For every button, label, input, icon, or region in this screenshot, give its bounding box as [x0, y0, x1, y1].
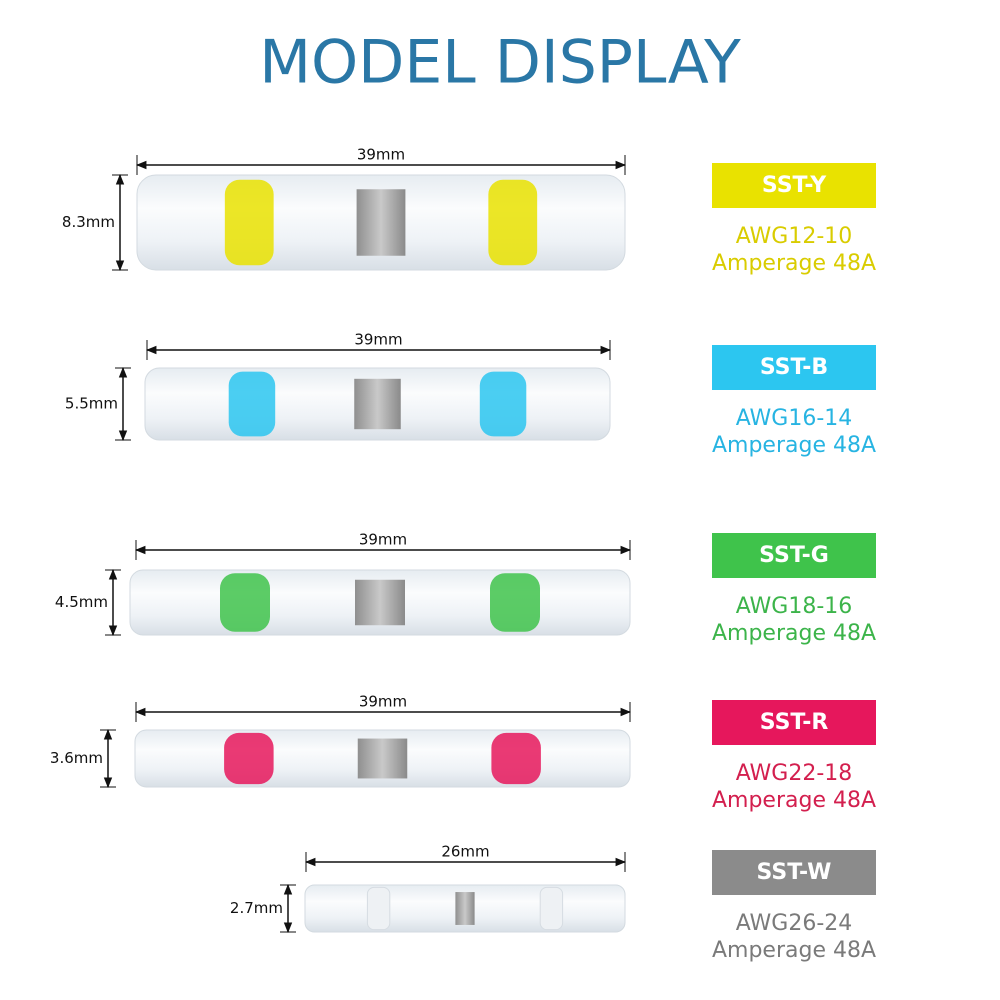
- solder-band: [228, 371, 276, 437]
- solder-band: [479, 371, 527, 437]
- awg: AWG22-18: [736, 761, 853, 786]
- awg: AWG12-10: [736, 224, 853, 249]
- diameter-label: 8.3mm: [62, 213, 115, 231]
- title: MODEL DISPLAY: [259, 28, 741, 98]
- metal-sleeve: [354, 378, 401, 430]
- solder-band: [224, 179, 274, 266]
- length-label: 26mm: [441, 843, 489, 861]
- diameter-label: 3.6mm: [50, 749, 103, 767]
- model-name: SST-W: [757, 860, 832, 885]
- metal-sleeve: [455, 892, 475, 925]
- metal-sleeve: [356, 189, 406, 256]
- model-badge: [712, 850, 876, 895]
- amperage: Amperage 48A: [712, 433, 876, 458]
- model-badge: [712, 700, 876, 745]
- model-name: SST-Y: [762, 173, 827, 198]
- length-label: 39mm: [357, 146, 405, 164]
- model-name: SST-B: [760, 355, 828, 380]
- solder-band: [490, 573, 540, 632]
- amperage: Amperage 48A: [712, 621, 876, 646]
- awg: AWG26-24: [736, 911, 853, 936]
- amperage: Amperage 48A: [712, 938, 876, 963]
- amperage: Amperage 48A: [712, 788, 876, 813]
- model-badge: [712, 345, 876, 390]
- amperage: Amperage 48A: [712, 251, 876, 276]
- metal-sleeve: [355, 579, 405, 626]
- solder-band: [539, 886, 564, 931]
- model-badge: [712, 533, 876, 578]
- solder-band: [224, 732, 274, 785]
- length-label: 39mm: [359, 531, 407, 549]
- model-badge: [712, 163, 876, 208]
- solder-band: [366, 886, 391, 931]
- length-label: 39mm: [359, 693, 407, 711]
- diameter-label: 4.5mm: [55, 593, 108, 611]
- solder-band: [220, 573, 270, 632]
- diameter-label: 2.7mm: [230, 899, 283, 917]
- metal-sleeve: [357, 738, 408, 779]
- diameter-label: 5.5mm: [65, 395, 118, 413]
- solder-band: [491, 732, 541, 785]
- solder-band: [488, 179, 538, 266]
- length-label: 39mm: [354, 331, 402, 349]
- model-name: SST-R: [760, 710, 829, 735]
- awg: AWG18-16: [736, 594, 853, 619]
- model-name: SST-G: [759, 543, 829, 568]
- awg: AWG16-14: [736, 406, 853, 431]
